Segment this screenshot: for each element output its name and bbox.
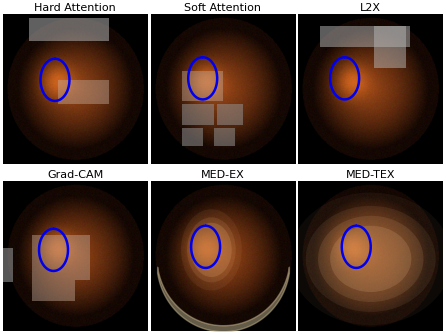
Ellipse shape [330, 226, 411, 292]
Title: Grad-CAM: Grad-CAM [47, 170, 103, 180]
Bar [182, 104, 214, 125]
Bar [32, 235, 90, 280]
Ellipse shape [306, 206, 436, 312]
Ellipse shape [318, 216, 424, 302]
Bar [374, 26, 405, 68]
Bar [32, 280, 75, 301]
Title: MED-EX: MED-EX [201, 170, 245, 180]
Bar [182, 71, 223, 101]
Bar [29, 18, 108, 41]
Title: MED-TEX: MED-TEX [346, 170, 396, 180]
Ellipse shape [289, 193, 446, 325]
Ellipse shape [181, 209, 242, 291]
Title: Hard Attention: Hard Attention [34, 3, 116, 13]
Ellipse shape [187, 217, 236, 283]
Bar [58, 80, 108, 104]
Bar [3, 248, 13, 282]
Ellipse shape [191, 223, 232, 277]
Title: L2X: L2X [360, 3, 381, 13]
Bar [320, 26, 410, 47]
Bar [217, 104, 244, 125]
Bar [214, 128, 235, 146]
Title: Soft Attention: Soft Attention [185, 3, 261, 13]
Bar [182, 128, 202, 146]
